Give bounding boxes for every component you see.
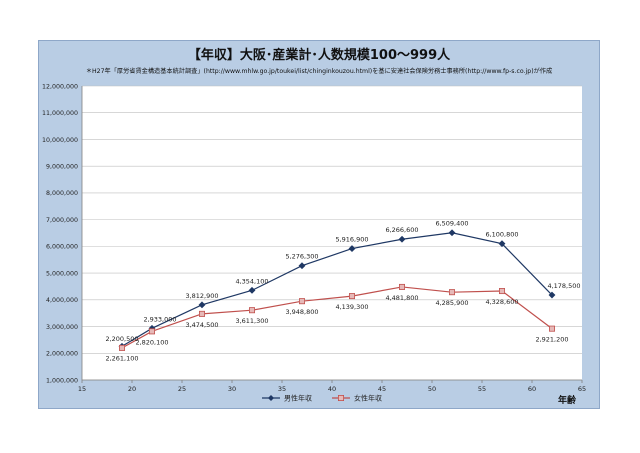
data-label: 2,921,200 [535,336,568,344]
y-tick-label: 6,000,000 [46,244,78,251]
data-point-marker [248,307,255,314]
y-tick-label: 1,000,000 [46,377,78,384]
data-point-marker [248,286,256,294]
data-label: 6,509,400 [435,220,468,228]
x-tick-label: 55 [478,385,486,393]
data-point-marker [498,240,506,248]
y-tick-label: 11,000,000 [42,110,78,117]
series-line [121,232,553,347]
data-label: 2,820,100 [135,338,168,346]
data-label: 5,916,900 [335,236,368,244]
series-line [121,286,553,349]
data-point-marker [348,245,356,253]
data-label: 2,261,100 [105,354,138,362]
y-tick-label: 5,000,000 [46,270,78,277]
data-point-marker [348,293,355,300]
x-tick-label: 15 [78,385,86,393]
y-tick-label: 8,000,000 [46,190,78,197]
data-point-marker [119,344,126,351]
data-label: 3,474,500 [185,321,218,329]
data-point-marker [448,229,456,237]
plot-area [82,86,582,380]
data-label: 5,276,300 [285,253,318,261]
legend-marker [337,394,344,401]
data-point-marker [548,291,556,299]
data-label: 4,328,600 [485,298,518,306]
y-tick-label: 2,000,000 [46,351,78,358]
data-point-marker [549,325,556,332]
data-point-marker [398,283,405,290]
data-point-marker [448,289,455,296]
data-point-marker [198,301,206,309]
x-tick-label: 65 [578,385,586,393]
x-tick-label: 45 [378,385,386,393]
data-label: 6,266,600 [385,226,418,234]
x-tick-label: 60 [528,385,536,393]
y-tick-label: 4,000,000 [46,297,78,304]
data-point-marker [398,235,406,243]
chart-subtitle: ＊H27年「厚労省賃金構造基本統計調査」(http://www.mhlw.go.… [85,68,553,75]
y-tick-label: 9,000,000 [46,163,78,170]
data-label: 3,948,800 [285,308,318,316]
data-label: 2,200,500 [105,335,138,343]
chart-title: 【年収】大阪･産業計･人数規模100～999人 [187,48,451,63]
x-tick-label: 30 [228,385,236,393]
legend-marker [268,395,274,401]
x-tick-label: 35 [278,385,286,393]
data-point-marker [148,328,155,335]
data-label: 6,100,800 [485,231,518,239]
data-label: 3,812,900 [185,292,218,300]
x-tick-label: 50 [428,385,436,393]
legend-entry-label: 男性年収 [284,394,312,403]
y-tick-label: 3,000,000 [46,324,78,331]
data-label: 4,178,500 [547,282,580,290]
data-label: 2,933,000 [143,315,176,323]
data-label: 4,285,900 [435,299,468,307]
y-tick-label: 12,000,000 [42,83,78,90]
data-label: 4,354,100 [235,277,268,285]
y-tick-label: 7,000,000 [46,217,78,224]
data-point-marker [298,298,305,305]
data-point-marker [198,310,205,317]
data-label: 4,481,800 [385,294,418,302]
data-point-marker [298,262,306,270]
x-tick-label: 20 [128,385,136,393]
legend-entry-label: 女性年収 [354,394,382,403]
data-point-marker [498,288,505,295]
data-label: 3,611,300 [235,317,268,325]
x-tick-label: 25 [178,385,186,393]
x-tick-label: 40 [328,385,336,393]
data-label: 4,139,300 [335,303,368,311]
y-tick-label: 10,000,000 [42,137,78,144]
x-axis-label: 年齢 [558,396,577,406]
